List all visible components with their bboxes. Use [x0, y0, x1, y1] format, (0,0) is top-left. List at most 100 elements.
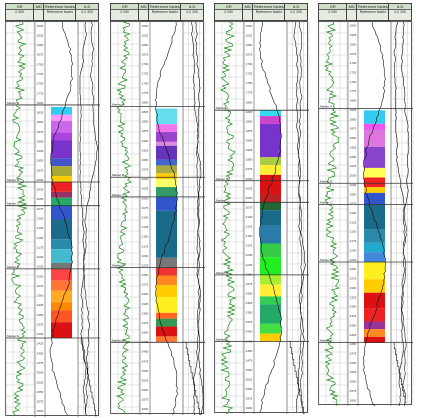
facies-block[interactable]	[156, 336, 177, 343]
facies-block[interactable]	[156, 124, 177, 133]
facies-block[interactable]	[51, 268, 72, 281]
facies-block[interactable]	[156, 108, 177, 125]
facies-block[interactable]	[156, 210, 177, 258]
facies-block[interactable]	[156, 187, 177, 197]
depth-label: 2250	[37, 274, 44, 278]
facies-block[interactable]	[364, 242, 385, 253]
facies-block[interactable]	[364, 321, 385, 330]
facies-block[interactable]	[260, 296, 281, 305]
facies-block[interactable]	[156, 312, 177, 319]
gr-header[interactable]: GR 0 200	[215, 4, 244, 20]
facies-block[interactable]	[364, 262, 385, 280]
facies-block[interactable]	[260, 333, 281, 342]
gr-header[interactable]: GR 0 200	[6, 4, 35, 20]
facies-block[interactable]	[364, 192, 385, 205]
facies-block[interactable]	[156, 179, 177, 188]
facies-block[interactable]	[364, 229, 385, 243]
facies-block[interactable]	[364, 187, 385, 193]
depth-label: 1925	[37, 149, 44, 153]
md-header[interactable]: MD	[139, 4, 150, 20]
facies-block[interactable]	[156, 173, 177, 180]
facies-block[interactable]	[156, 145, 177, 160]
facies-block[interactable]	[260, 157, 281, 166]
gr-header[interactable]: GR 0 200	[319, 4, 348, 20]
facies-block[interactable]	[51, 310, 72, 323]
facies-block[interactable]	[260, 243, 281, 258]
md-header[interactable]: MD	[34, 4, 45, 20]
facies-block[interactable]	[156, 141, 177, 146]
facies-block[interactable]	[51, 239, 72, 250]
facies-block[interactable]	[260, 304, 281, 324]
facies-block[interactable]	[156, 159, 177, 166]
facies-block[interactable]	[51, 262, 72, 269]
facies-block[interactable]	[364, 204, 385, 230]
facies-block[interactable]	[260, 257, 281, 275]
md-header[interactable]: MD	[243, 4, 254, 20]
facies-block[interactable]	[364, 279, 385, 293]
facies-block[interactable]	[51, 158, 72, 167]
facies-block[interactable]	[156, 275, 177, 286]
facies-block[interactable]	[364, 129, 385, 147]
ild-header[interactable]: ILD 0.2 200	[285, 4, 307, 20]
facies-block[interactable]	[156, 267, 177, 276]
facies-block[interactable]	[51, 219, 72, 240]
facies-block[interactable]	[364, 252, 385, 262]
facies-block[interactable]	[156, 257, 177, 268]
facies-block[interactable]	[156, 196, 177, 211]
facies-block[interactable]	[156, 132, 177, 142]
facies-block[interactable]	[260, 123, 281, 158]
facies-block[interactable]	[260, 202, 281, 211]
facies-block[interactable]	[364, 329, 385, 337]
facies-block[interactable]	[51, 120, 72, 133]
facies-block[interactable]	[156, 326, 177, 337]
facies-block[interactable]	[51, 166, 72, 177]
facies-block[interactable]	[364, 336, 385, 343]
facies-block[interactable]	[364, 123, 385, 130]
log-track[interactable]: 1600 1625 1650 1675 1700 1725 1750 1775 1800 1825…	[110, 21, 206, 416]
facies-block[interactable]	[364, 177, 385, 188]
facies-block[interactable]	[260, 323, 281, 334]
facies-block[interactable]	[156, 165, 177, 174]
facies-block[interactable]	[364, 110, 385, 124]
facies-block[interactable]	[51, 302, 72, 311]
facies-block[interactable]	[51, 176, 72, 182]
md-header[interactable]: MD	[347, 4, 358, 20]
facies-header[interactable]: Reference facies Reference facies	[44, 4, 77, 20]
facies-block[interactable]	[51, 106, 72, 115]
ild-header[interactable]: ILD 0.2 200	[76, 4, 98, 20]
facies-block[interactable]	[51, 290, 72, 303]
gr-header[interactable]: GR 0 200	[111, 4, 140, 20]
facies-header[interactable]: Reference facies Reference facies	[253, 4, 286, 20]
facies-block[interactable]	[51, 249, 72, 263]
facies-block[interactable]	[51, 140, 72, 159]
facies-block[interactable]	[364, 167, 385, 178]
facies-block[interactable]	[156, 318, 177, 327]
facies-block[interactable]	[51, 205, 72, 220]
facies-block[interactable]	[51, 280, 72, 291]
facies-block[interactable]	[260, 194, 281, 203]
log-track[interactable]: 1600 1625 1650 1675 1700 1725 1750 1775 1800 1825…	[214, 21, 310, 415]
facies-block[interactable]	[364, 292, 385, 309]
facies-block[interactable]	[260, 225, 281, 244]
facies-header[interactable]: Reference facies Reference facies	[149, 4, 182, 20]
facies-block[interactable]	[260, 165, 281, 175]
facies-header[interactable]: Reference facies Reference facies	[357, 4, 390, 20]
ild-header[interactable]: ILD 0.2 200	[389, 4, 411, 20]
facies-block[interactable]	[51, 191, 72, 198]
facies-block[interactable]	[51, 322, 72, 338]
facies-block[interactable]	[156, 285, 177, 298]
facies-block[interactable]	[364, 146, 385, 168]
facies-block[interactable]	[51, 181, 72, 192]
facies-block[interactable]	[260, 110, 281, 117]
log-track[interactable]: 1600 1625 1650 1675 1700 1725 1750 1775 1800 1825…	[318, 21, 414, 407]
log-track[interactable]: 1600 1625 1650 1675 1700 1725 1750 1775 1800 1825…	[5, 21, 101, 417]
facies-block[interactable]	[156, 297, 177, 313]
depth-label: 2225	[246, 263, 253, 267]
facies-block[interactable]	[260, 210, 281, 226]
ild-header[interactable]: ILD 0.2 200	[181, 4, 203, 20]
facies-block[interactable]	[260, 174, 281, 195]
facies-block[interactable]	[260, 116, 281, 124]
facies-block[interactable]	[51, 197, 72, 206]
facies-block[interactable]	[260, 284, 281, 297]
facies-block[interactable]	[51, 132, 72, 141]
